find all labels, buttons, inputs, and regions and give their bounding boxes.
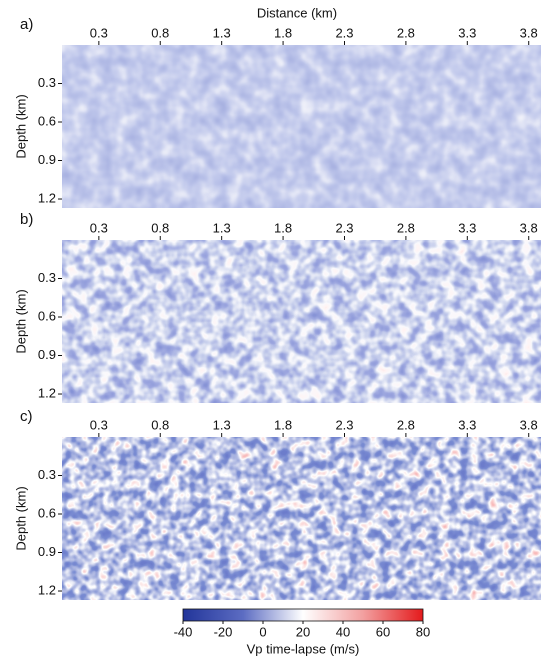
y-tick-label: 0.3 — [38, 75, 56, 90]
x-tick-label: 2.3 — [335, 25, 353, 40]
y-tick-label: 1.2 — [38, 385, 56, 400]
x-tick-label: 3.8 — [520, 220, 538, 235]
x-tick-label: 1.8 — [274, 417, 292, 432]
y-tick-label: 1.2 — [38, 582, 56, 597]
image-panel — [62, 437, 541, 600]
y-tick-label: 0.3 — [38, 467, 56, 482]
x-tick-label: 3.3 — [458, 25, 476, 40]
colorbar-tick-label: 40 — [336, 624, 350, 639]
y-tick-label: 0.6 — [38, 505, 56, 520]
x-tick-label: 3.8 — [520, 417, 538, 432]
x-tick-label: 2.8 — [397, 25, 415, 40]
x-tick-label: 1.8 — [274, 220, 292, 235]
x-tick-label: 0.3 — [90, 417, 108, 432]
colorbar-tick-label: 20 — [296, 624, 310, 639]
x-tick-label: 2.3 — [335, 417, 353, 432]
x-tick-label: 0.8 — [151, 25, 169, 40]
y-axis-label: Depth (km) — [13, 486, 28, 550]
y-tick-label: 0.6 — [38, 113, 56, 128]
x-tick-label: 1.3 — [213, 25, 231, 40]
x-tick-label: 0.3 — [90, 220, 108, 235]
y-tick-label: 0.9 — [38, 152, 56, 167]
image-panel — [62, 240, 541, 403]
y-tick-label: 0.3 — [38, 270, 56, 285]
panel-label: c) — [20, 408, 33, 425]
y-tick-label: 0.6 — [38, 308, 56, 323]
colorbar-tick-label: -20 — [214, 624, 233, 639]
x-tick-label: 3.3 — [458, 220, 476, 235]
x-tick-label: 0.8 — [151, 220, 169, 235]
colorbar-tick-label: -40 — [174, 624, 193, 639]
x-tick-label: 0.8 — [151, 417, 169, 432]
x-tick-label: 2.3 — [335, 220, 353, 235]
panel-label: b) — [20, 211, 33, 228]
y-tick-label: 0.9 — [38, 347, 56, 362]
panel-label: a) — [20, 16, 33, 33]
y-tick-label: 1.2 — [38, 190, 56, 205]
x-tick-label: 2.8 — [397, 220, 415, 235]
y-axis-label: Depth (km) — [13, 289, 28, 353]
x-tick-label: 1.3 — [213, 417, 231, 432]
y-axis-label: Depth (km) — [13, 94, 28, 158]
x-tick-label: 3.3 — [458, 417, 476, 432]
x-tick-label: 3.8 — [520, 25, 538, 40]
x-tick-label: 1.3 — [213, 220, 231, 235]
x-tick-label: 2.8 — [397, 417, 415, 432]
colorbar-tick-label: 60 — [376, 624, 390, 639]
x-tick-label: 1.8 — [274, 25, 292, 40]
colorbar-tick-label: 80 — [416, 624, 430, 639]
colorbar-tick-label: 0 — [259, 624, 266, 639]
image-panel — [62, 45, 541, 208]
colorbar — [182, 608, 424, 622]
x-axis-label: Distance (km) — [257, 5, 337, 20]
y-tick-label: 0.9 — [38, 544, 56, 559]
x-tick-label: 0.3 — [90, 25, 108, 40]
colorbar-label: Vp time-lapse (m/s) — [247, 641, 360, 656]
